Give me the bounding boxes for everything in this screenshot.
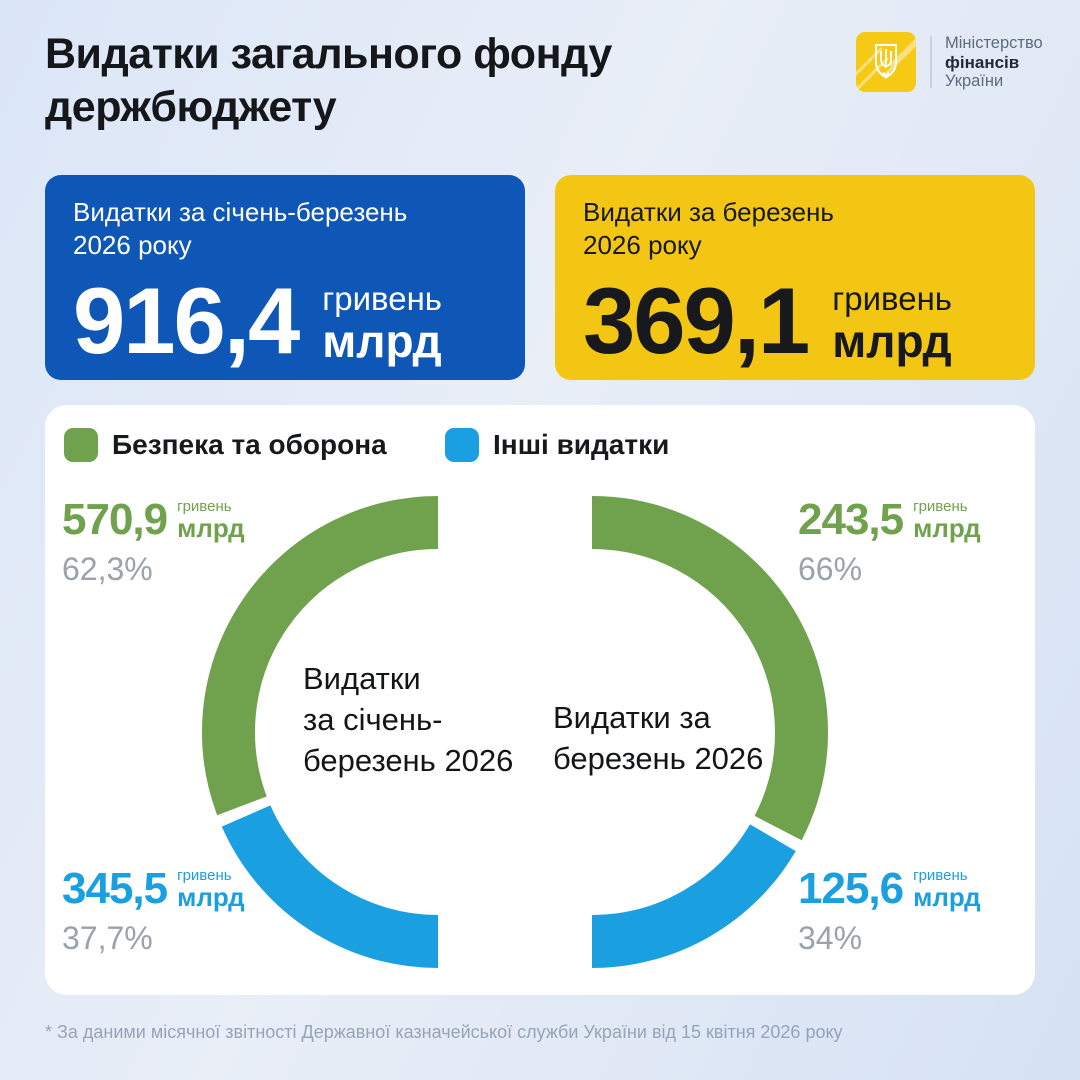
legend-label-other: Інші видатки	[493, 429, 670, 460]
summary-card-jan-mar-value-row: 916,4 гривень млрд	[73, 272, 497, 370]
page-title-line2: держбюджету	[45, 83, 337, 131]
legend-item-other: Інші видатки	[445, 428, 669, 462]
donut-jan-mar-center-label: Видатки за січень- березень 2026	[303, 661, 514, 778]
callout-other-jan-mar-value: 345,5	[62, 864, 168, 913]
unit-billions: млрд	[913, 881, 981, 912]
donut-march-center-label: Видатки за березень 2026	[553, 700, 764, 776]
unit-currency: гривень	[177, 866, 232, 884]
ministry-logo: Міністерство фінансів України	[856, 32, 1043, 92]
callout-defense-march-percent: 66%	[798, 551, 863, 587]
unit-billions: млрд	[322, 315, 442, 367]
trident-emblem-icon	[856, 32, 916, 92]
callout-defense-jan-mar: 570,9 гривень млрд 62,3%	[62, 495, 245, 588]
legend-label-defense: Безпека та оборона	[112, 429, 387, 460]
summary-card-jan-mar-label-line2: 2026 року	[73, 230, 192, 260]
logo-divider	[930, 36, 932, 88]
callout-other-march: 125,6 гривень млрд 34%	[798, 864, 981, 957]
unit-currency: гривень	[177, 497, 232, 515]
ministry-name-line2: фінансів	[945, 52, 1020, 72]
summary-card-march-label: Видатки за березень 2026 року	[583, 196, 1007, 262]
callout-other-march-value: 125,6	[798, 864, 904, 913]
footnote: * За даними місячної звітності Державної…	[45, 1022, 843, 1042]
unit-currency: гривень	[913, 866, 968, 884]
callout-other-jan-mar-percent: 37,7%	[62, 920, 153, 956]
summary-card-march-label-line2: 2026 року	[583, 230, 702, 260]
ministry-name-line1: Міністерство	[945, 33, 1043, 52]
unit-billions: млрд	[913, 512, 981, 543]
summary-card-jan-mar-value: 916,4	[73, 268, 300, 373]
summary-card-jan-mar: Видатки за січень-березень 2026 року 916…	[45, 175, 525, 380]
summary-card-jan-mar-label-line1: Видатки за січень-березень	[73, 197, 408, 227]
summary-card-march: Видатки за березень 2026 року 369,1 грив…	[555, 175, 1035, 380]
unit-currency: гривень	[832, 280, 952, 317]
summary-card-march-label-line1: Видатки за березень	[583, 197, 834, 227]
page-title: Видатки загального фонду держбюджету	[45, 28, 612, 134]
ministry-name: Міністерство фінансів України	[945, 34, 1043, 91]
unit-billions: млрд	[177, 881, 245, 912]
legend-item-defense: Безпека та оборона	[64, 428, 387, 462]
callout-other-march-percent: 34%	[798, 920, 863, 956]
callout-defense-march-value: 243,5	[798, 495, 904, 544]
summary-card-march-value: 369,1	[583, 268, 810, 373]
page-title-line1: Видатки загального фонду	[45, 30, 612, 78]
callout-other-jan-mar: 345,5 гривень млрд 37,7%	[62, 864, 245, 957]
unit-billions: млрд	[832, 315, 952, 367]
legend-swatch-defense	[64, 428, 98, 462]
unit-billions: млрд	[177, 512, 245, 543]
callout-defense-jan-mar-value: 570,9	[62, 495, 168, 544]
unit-currency: гривень	[913, 497, 968, 515]
ministry-name-line3: України	[945, 71, 1004, 90]
summary-card-jan-mar-label: Видатки за січень-березень 2026 року	[73, 196, 497, 262]
unit-currency: гривень	[322, 280, 442, 317]
summary-card-jan-mar-units: гривень млрд	[322, 277, 442, 367]
callout-defense-jan-mar-percent: 62,3%	[62, 551, 153, 587]
summary-card-march-value-row: 369,1 гривень млрд	[583, 272, 1007, 370]
callout-defense-march: 243,5 гривень млрд 66%	[798, 495, 981, 588]
summary-card-march-units: гривень млрд	[832, 277, 952, 367]
legend-swatch-other	[445, 428, 479, 462]
